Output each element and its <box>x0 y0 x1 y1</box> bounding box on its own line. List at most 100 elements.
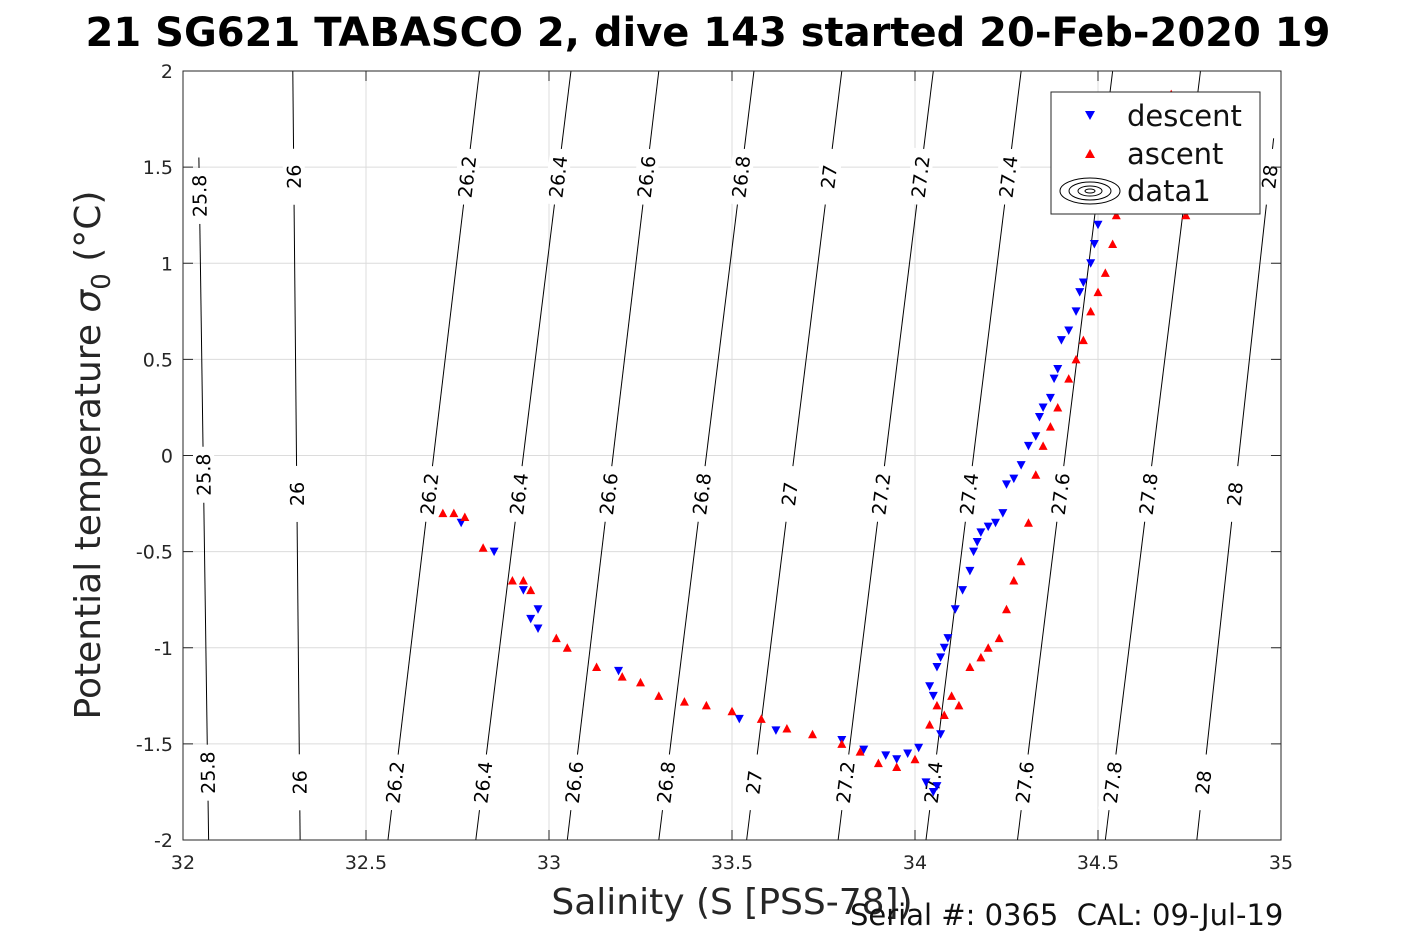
ascent-point <box>925 720 935 729</box>
ascent-point <box>526 585 536 595</box>
contour-label-bg <box>651 753 681 812</box>
ascent-point <box>910 754 920 764</box>
legend-descent-marker <box>1085 111 1095 120</box>
contour-label-bg <box>468 753 498 812</box>
contour-label-bg <box>282 148 306 205</box>
descent-point <box>1023 441 1033 451</box>
descent-point <box>1086 259 1096 268</box>
contour-label-group: 26.2 <box>414 464 444 524</box>
ascent-point <box>551 633 561 643</box>
contour-label-group: 27 <box>775 464 804 524</box>
contour-label-group: 25.8 <box>188 167 212 225</box>
contour-label-group: 28 <box>1220 464 1249 523</box>
contour-label-bg <box>380 753 410 812</box>
ascent-point <box>478 543 488 552</box>
x-tick-label: 32.5 <box>345 852 387 874</box>
x-tick-label: 34 <box>903 852 927 874</box>
ascent-point <box>994 633 1004 643</box>
descent-point <box>859 745 869 755</box>
ascent-point <box>1031 470 1041 479</box>
contour-label-group: 27 <box>814 147 844 206</box>
contour-label: 27.4 <box>996 155 1023 200</box>
y-tick-label: 0.5 <box>143 349 173 371</box>
contour-label-group: 27.2 <box>830 753 860 812</box>
density-contours: 25.8 25.8 25.8 26 26 26 26.2 26.2 26.2 26.4 26.4 26… <box>188 70 1284 841</box>
contour-label: 27.6 <box>1048 472 1075 517</box>
descent-point <box>1016 461 1026 470</box>
ascent-point <box>1181 210 1191 220</box>
contour-label: 27.2 <box>868 472 895 517</box>
ascent-point <box>636 677 645 687</box>
contour-label: 28 <box>1223 481 1248 507</box>
descent-point <box>943 634 953 643</box>
descent-point <box>958 586 968 595</box>
contour-label-group: 27.6 <box>1045 464 1075 524</box>
contour-label: 27.6 <box>1012 760 1039 805</box>
ascent-point <box>892 762 902 771</box>
contour-label-group: 26.2 <box>380 753 410 812</box>
contour-label-group: 26 <box>282 148 306 205</box>
contour-label-group: 28 <box>1255 147 1284 206</box>
y-axis-label: Potential temperature σ0 (°C) <box>68 191 117 720</box>
contour-label-group: 27.8 <box>1133 464 1163 524</box>
ascent-point <box>855 747 865 756</box>
contour-label-group: 27.8 <box>1098 753 1127 812</box>
contour-label-bg <box>905 147 935 206</box>
ascent-point <box>1093 287 1103 297</box>
contour-label: 27.4 <box>956 472 983 517</box>
contour-label-bg <box>631 147 661 206</box>
contour-label-group: 26.8 <box>726 147 755 206</box>
ascent-point <box>1078 335 1088 345</box>
ascent-point <box>932 700 942 710</box>
descent-point <box>950 605 960 614</box>
ascent-point <box>1108 239 1118 249</box>
descent-point <box>903 749 913 758</box>
y-tick-label: -1 <box>154 638 173 660</box>
ascent-point <box>701 700 711 710</box>
contour-label: 25.8 <box>197 751 220 794</box>
legend: descent ascent data1 <box>1050 91 1261 215</box>
contour-label-bg <box>196 744 220 801</box>
legend-ascent-label: ascent <box>1127 137 1223 171</box>
y-axis-label-main: Potential temperature <box>68 313 109 720</box>
contour-label-bg <box>1255 147 1284 206</box>
descent-point <box>1038 403 1048 412</box>
descent-point <box>914 743 924 753</box>
ascent-point <box>727 706 737 716</box>
serial-cal-footer: Serial #: 0365 CAL: 09-Jul-19 <box>850 898 1284 932</box>
ascent-point <box>1064 374 1074 383</box>
y-tick-label: 0 <box>161 446 173 468</box>
contour-label: 26.4 <box>506 472 533 517</box>
ascent-point <box>679 697 689 706</box>
contour-label-bg <box>1133 464 1163 524</box>
descent-point <box>1031 432 1041 441</box>
y-tick-label: -1.5 <box>136 734 173 756</box>
ascent-point <box>873 758 883 768</box>
contour-label-bg <box>1010 753 1039 812</box>
descent-point <box>991 518 1001 528</box>
descent-point <box>1053 364 1063 374</box>
x-axis-label: Salinity (S [PSS-78]) <box>551 882 912 923</box>
contour-label: 25.8 <box>193 453 216 496</box>
ascent-point <box>562 643 572 652</box>
descent-point <box>1045 393 1055 403</box>
contour-label-bg <box>504 464 533 524</box>
contour-label: 25.8 <box>189 175 212 218</box>
ascent-point <box>1016 556 1026 566</box>
descent-point <box>965 566 975 576</box>
contour-label-group: 27.2 <box>905 147 935 206</box>
contour-label-bg <box>814 147 844 206</box>
ascent-point <box>954 700 964 710</box>
legend-descent-label: descent <box>1127 99 1242 133</box>
descent-point <box>881 751 891 760</box>
contour-label-bg <box>594 464 623 524</box>
contour-label-group: 26.4 <box>504 464 533 524</box>
descent-point <box>928 691 938 701</box>
x-tick-label: 33 <box>537 852 561 874</box>
y-tick-label: 1.5 <box>143 157 173 179</box>
contour-label-bg <box>739 753 769 812</box>
descent-point <box>976 528 986 537</box>
ascent-point <box>438 508 448 518</box>
contour-label-bg <box>866 464 896 524</box>
